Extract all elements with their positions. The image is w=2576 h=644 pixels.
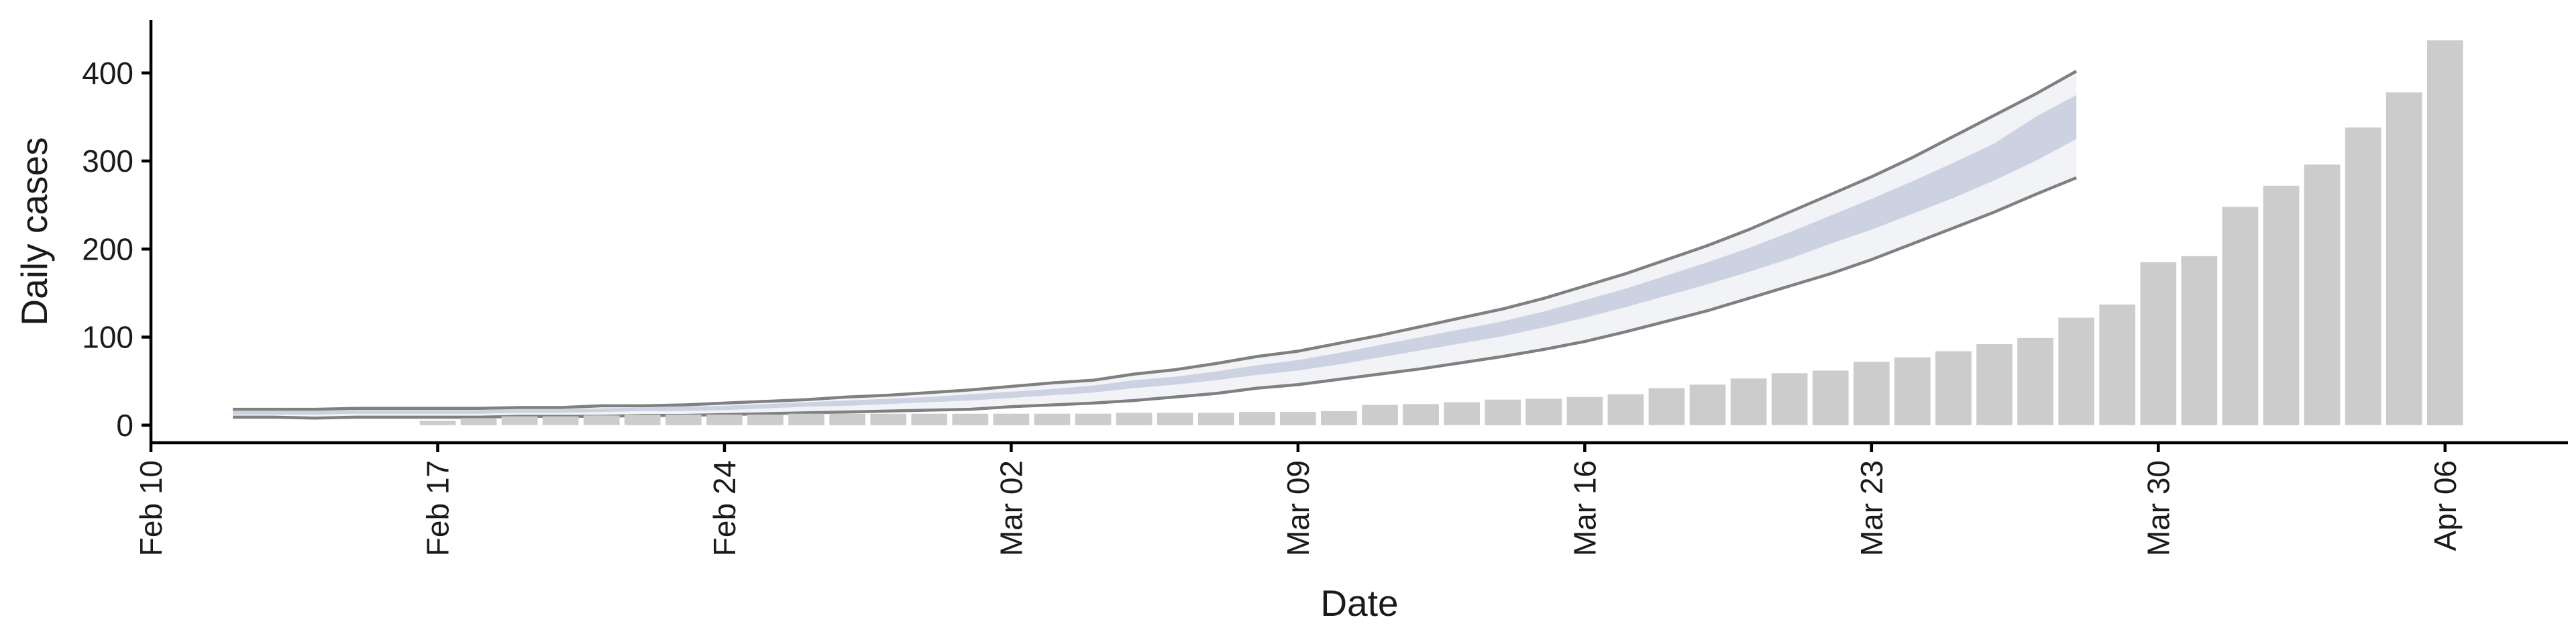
y-axis-title: Daily cases (13, 137, 55, 325)
bar (1403, 404, 1439, 425)
x-tick-label: Mar 09 (1281, 460, 1316, 556)
bar (1648, 388, 1685, 425)
bar (2017, 337, 2053, 425)
band-lower-line (233, 176, 2078, 420)
bar (1812, 370, 1849, 425)
axes: 0 100 200 300 400 Feb 10 Feb 17 Feb 24 Mar 02 Ma… (82, 20, 2568, 556)
bar (1976, 344, 2012, 425)
bar (2181, 256, 2218, 425)
bar (419, 421, 456, 425)
bar (2222, 207, 2259, 425)
bar (2263, 185, 2300, 425)
daily-cases-bars (419, 40, 2463, 425)
bar (993, 413, 1030, 425)
bar (1689, 384, 1726, 425)
plot-area (233, 40, 2463, 425)
band-upper-line (233, 70, 2078, 411)
bar (747, 415, 784, 425)
bar (583, 415, 620, 425)
bar (1034, 413, 1071, 425)
bar (2304, 164, 2341, 425)
bar (624, 415, 661, 425)
bar (1075, 413, 1112, 425)
bar (501, 416, 538, 425)
x-tick-label: Mar 30 (2141, 460, 2176, 556)
bar (870, 413, 907, 425)
bar (460, 418, 497, 425)
x-tick-label: Feb 24 (707, 460, 742, 556)
y-tick-label: 400 (82, 56, 133, 91)
bar (1854, 362, 1890, 425)
x-tick-label: Feb 17 (420, 460, 455, 556)
y-tick-label: 300 (82, 144, 133, 178)
bar (1362, 405, 1398, 425)
x-axis-title: Date (1320, 582, 1398, 624)
forecast-band (233, 70, 2078, 420)
bar (1894, 357, 1931, 425)
x-tick-label: Feb 10 (133, 460, 168, 556)
band-outer-area (233, 71, 2077, 419)
bar (952, 413, 989, 425)
band-inner-area (233, 95, 2077, 415)
y-tick-label: 0 (116, 408, 133, 443)
bar (1935, 351, 1972, 425)
bar (1566, 396, 1603, 425)
x-axis-ticks: Feb 10 Feb 17 Feb 24 Mar 02 Mar 09 Mar 16 Mar … (133, 443, 2463, 556)
y-axis-ticks: 0 100 200 300 400 (82, 56, 151, 443)
x-tick-label: Mar 16 (1567, 460, 1602, 556)
y-tick-label: 100 (82, 320, 133, 355)
bar (1485, 399, 1521, 425)
bar (1525, 398, 1562, 425)
bar (2345, 127, 2381, 425)
bar (1157, 413, 1193, 425)
bar (829, 413, 865, 425)
bar (788, 413, 824, 425)
x-tick-label: Apr 06 (2428, 460, 2463, 551)
x-tick-label: Mar 23 (1854, 460, 1889, 556)
x-tick-label: Mar 02 (994, 460, 1028, 556)
bar (542, 416, 579, 425)
bar (2099, 304, 2136, 425)
bar (1444, 402, 1480, 425)
bar (1771, 373, 1808, 425)
bar (2058, 317, 2094, 425)
bar (2140, 262, 2177, 425)
bar (911, 413, 948, 425)
bar (1321, 411, 1357, 425)
bar (1116, 413, 1152, 425)
bar (1607, 394, 1644, 425)
bar (665, 415, 702, 425)
bar (1730, 378, 1767, 425)
y-tick-label: 200 (82, 231, 133, 266)
bar (1280, 412, 1316, 425)
bar (1197, 413, 1234, 425)
bar (706, 415, 743, 425)
bar (2426, 40, 2463, 425)
bar (1239, 412, 1275, 425)
bar (2385, 92, 2422, 425)
